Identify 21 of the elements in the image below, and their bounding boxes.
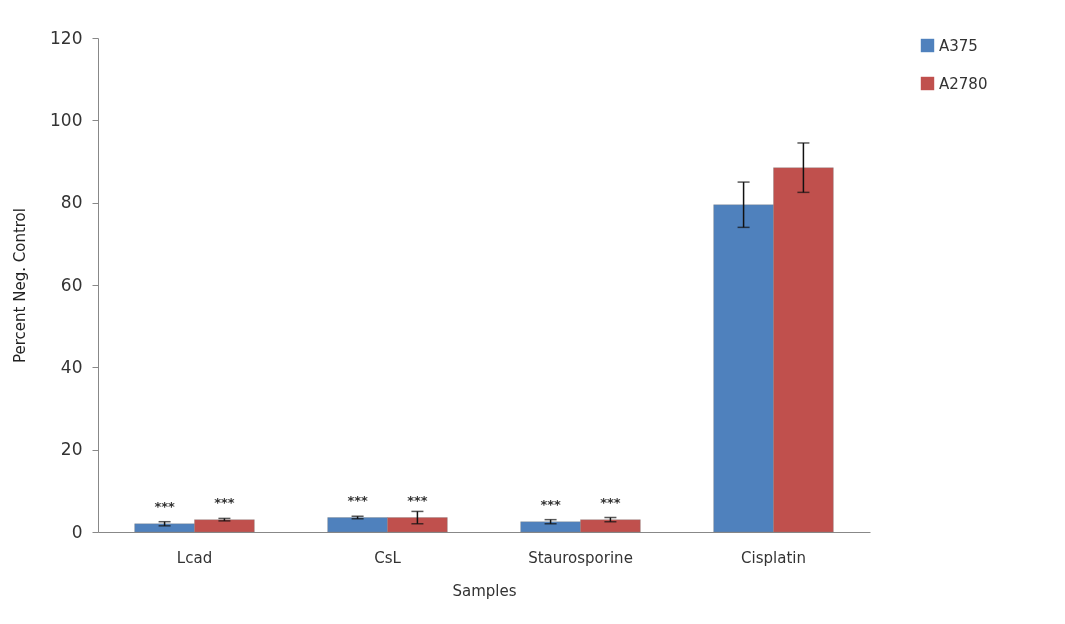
x-tick-label: Cisplatin <box>741 548 806 567</box>
y-tick-label: 0 <box>71 521 83 542</box>
x-tick-label: Lcad <box>176 548 213 567</box>
y-tick-label: 80 <box>60 192 83 213</box>
y-tick-label: 100 <box>50 109 83 130</box>
annotation: *** <box>407 492 428 508</box>
x-tick-label: Staurosporine <box>528 548 633 567</box>
legend-label: A2780 <box>939 74 988 93</box>
y-tick-label: 40 <box>60 356 83 377</box>
annotation: *** <box>600 494 621 510</box>
x-axis-title: Samples <box>452 581 517 600</box>
y-tick-label: 120 <box>50 27 83 48</box>
y-tick-label: 60 <box>60 274 83 295</box>
y-tick-label: 20 <box>60 439 83 460</box>
x-tick-label: CsL <box>374 548 402 567</box>
annotation: *** <box>540 496 561 512</box>
legend-label: A375 <box>939 36 978 55</box>
annotation: *** <box>214 494 235 510</box>
y-axis-title: Percent Neg. Control <box>11 208 30 363</box>
annotation: *** <box>347 492 368 508</box>
annotation: *** <box>154 498 175 514</box>
